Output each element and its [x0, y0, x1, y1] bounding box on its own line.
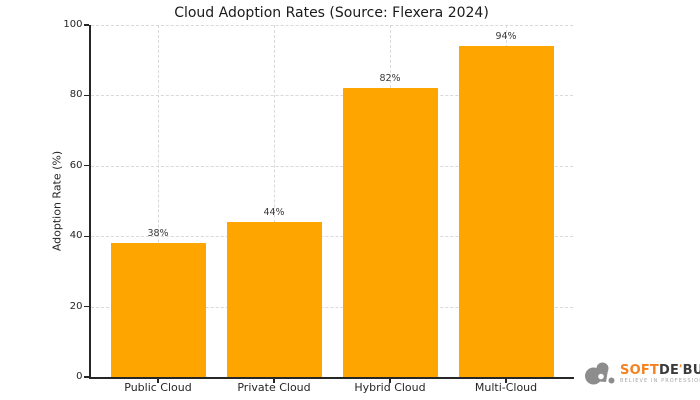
bar — [458, 46, 554, 377]
y-tick-mark — [84, 165, 89, 167]
bar-value-label: 94% — [495, 31, 517, 43]
y-tick-label: 80 — [69, 89, 83, 101]
y-tick-label: 60 — [69, 159, 83, 171]
brand-logo: SOFTDE’BUT BELIEVE IN PROFESSIONAL — [584, 358, 700, 390]
y-gridline — [90, 25, 573, 26]
brand-name-soft: SOFT — [620, 363, 659, 378]
bar — [110, 243, 206, 377]
bar-value-label: 82% — [379, 73, 401, 85]
bar-value-label: 44% — [263, 207, 285, 219]
chart-title: Cloud Adoption Rates (Source: Flexera 20… — [174, 5, 489, 21]
bar — [342, 88, 438, 377]
x-tick-label: Hybrid Cloud — [354, 381, 426, 394]
y-gridline — [90, 95, 573, 97]
x-tick-label: Multi-Cloud — [474, 381, 538, 394]
x-tick-mark — [505, 378, 507, 383]
brand-tagline: BELIEVE IN PROFESSIONAL — [620, 378, 700, 384]
bar-value-label: 38% — [147, 228, 169, 240]
y-tick-label: 100 — [63, 19, 83, 30]
x-tick-mark — [157, 378, 159, 383]
x-gridline — [274, 25, 275, 377]
x-tick-mark — [273, 378, 275, 383]
x-axis-spine — [89, 377, 574, 379]
y-axis-spine — [89, 25, 91, 379]
y-tick-label: 20 — [69, 300, 83, 312]
y-tick-mark — [84, 376, 89, 378]
x-tick-label: Private Cloud — [237, 381, 311, 394]
brand-name: SOFTDE’BUT — [620, 364, 700, 377]
y-tick-mark — [84, 235, 89, 237]
y-tick-mark — [84, 306, 89, 308]
y-tick-mark — [84, 24, 89, 26]
plot-area: 38% 44% 82% 94% 0 20 40 60 80 100 Public Cloud Priv… — [63, 19, 574, 394]
y-tick-mark — [84, 94, 89, 96]
brand-text: SOFTDE’BUT BELIEVE IN PROFESSIONAL — [620, 364, 700, 384]
brand-name-de: DE — [658, 363, 680, 378]
logo-mark-icon — [585, 362, 615, 385]
y-tick-label: 40 — [69, 230, 83, 242]
y-tick-label: 0 — [76, 371, 83, 382]
brand-quote-mark: ’ — [679, 364, 683, 374]
y-gridline — [90, 306, 573, 308]
x-tick-label: Public Cloud — [124, 381, 192, 394]
y-gridline — [90, 236, 573, 238]
y-gridline — [90, 165, 573, 167]
x-gridline — [158, 25, 159, 377]
bar — [226, 222, 322, 377]
brand-name-but: BUT — [682, 363, 700, 378]
x-tick-mark — [389, 378, 391, 383]
